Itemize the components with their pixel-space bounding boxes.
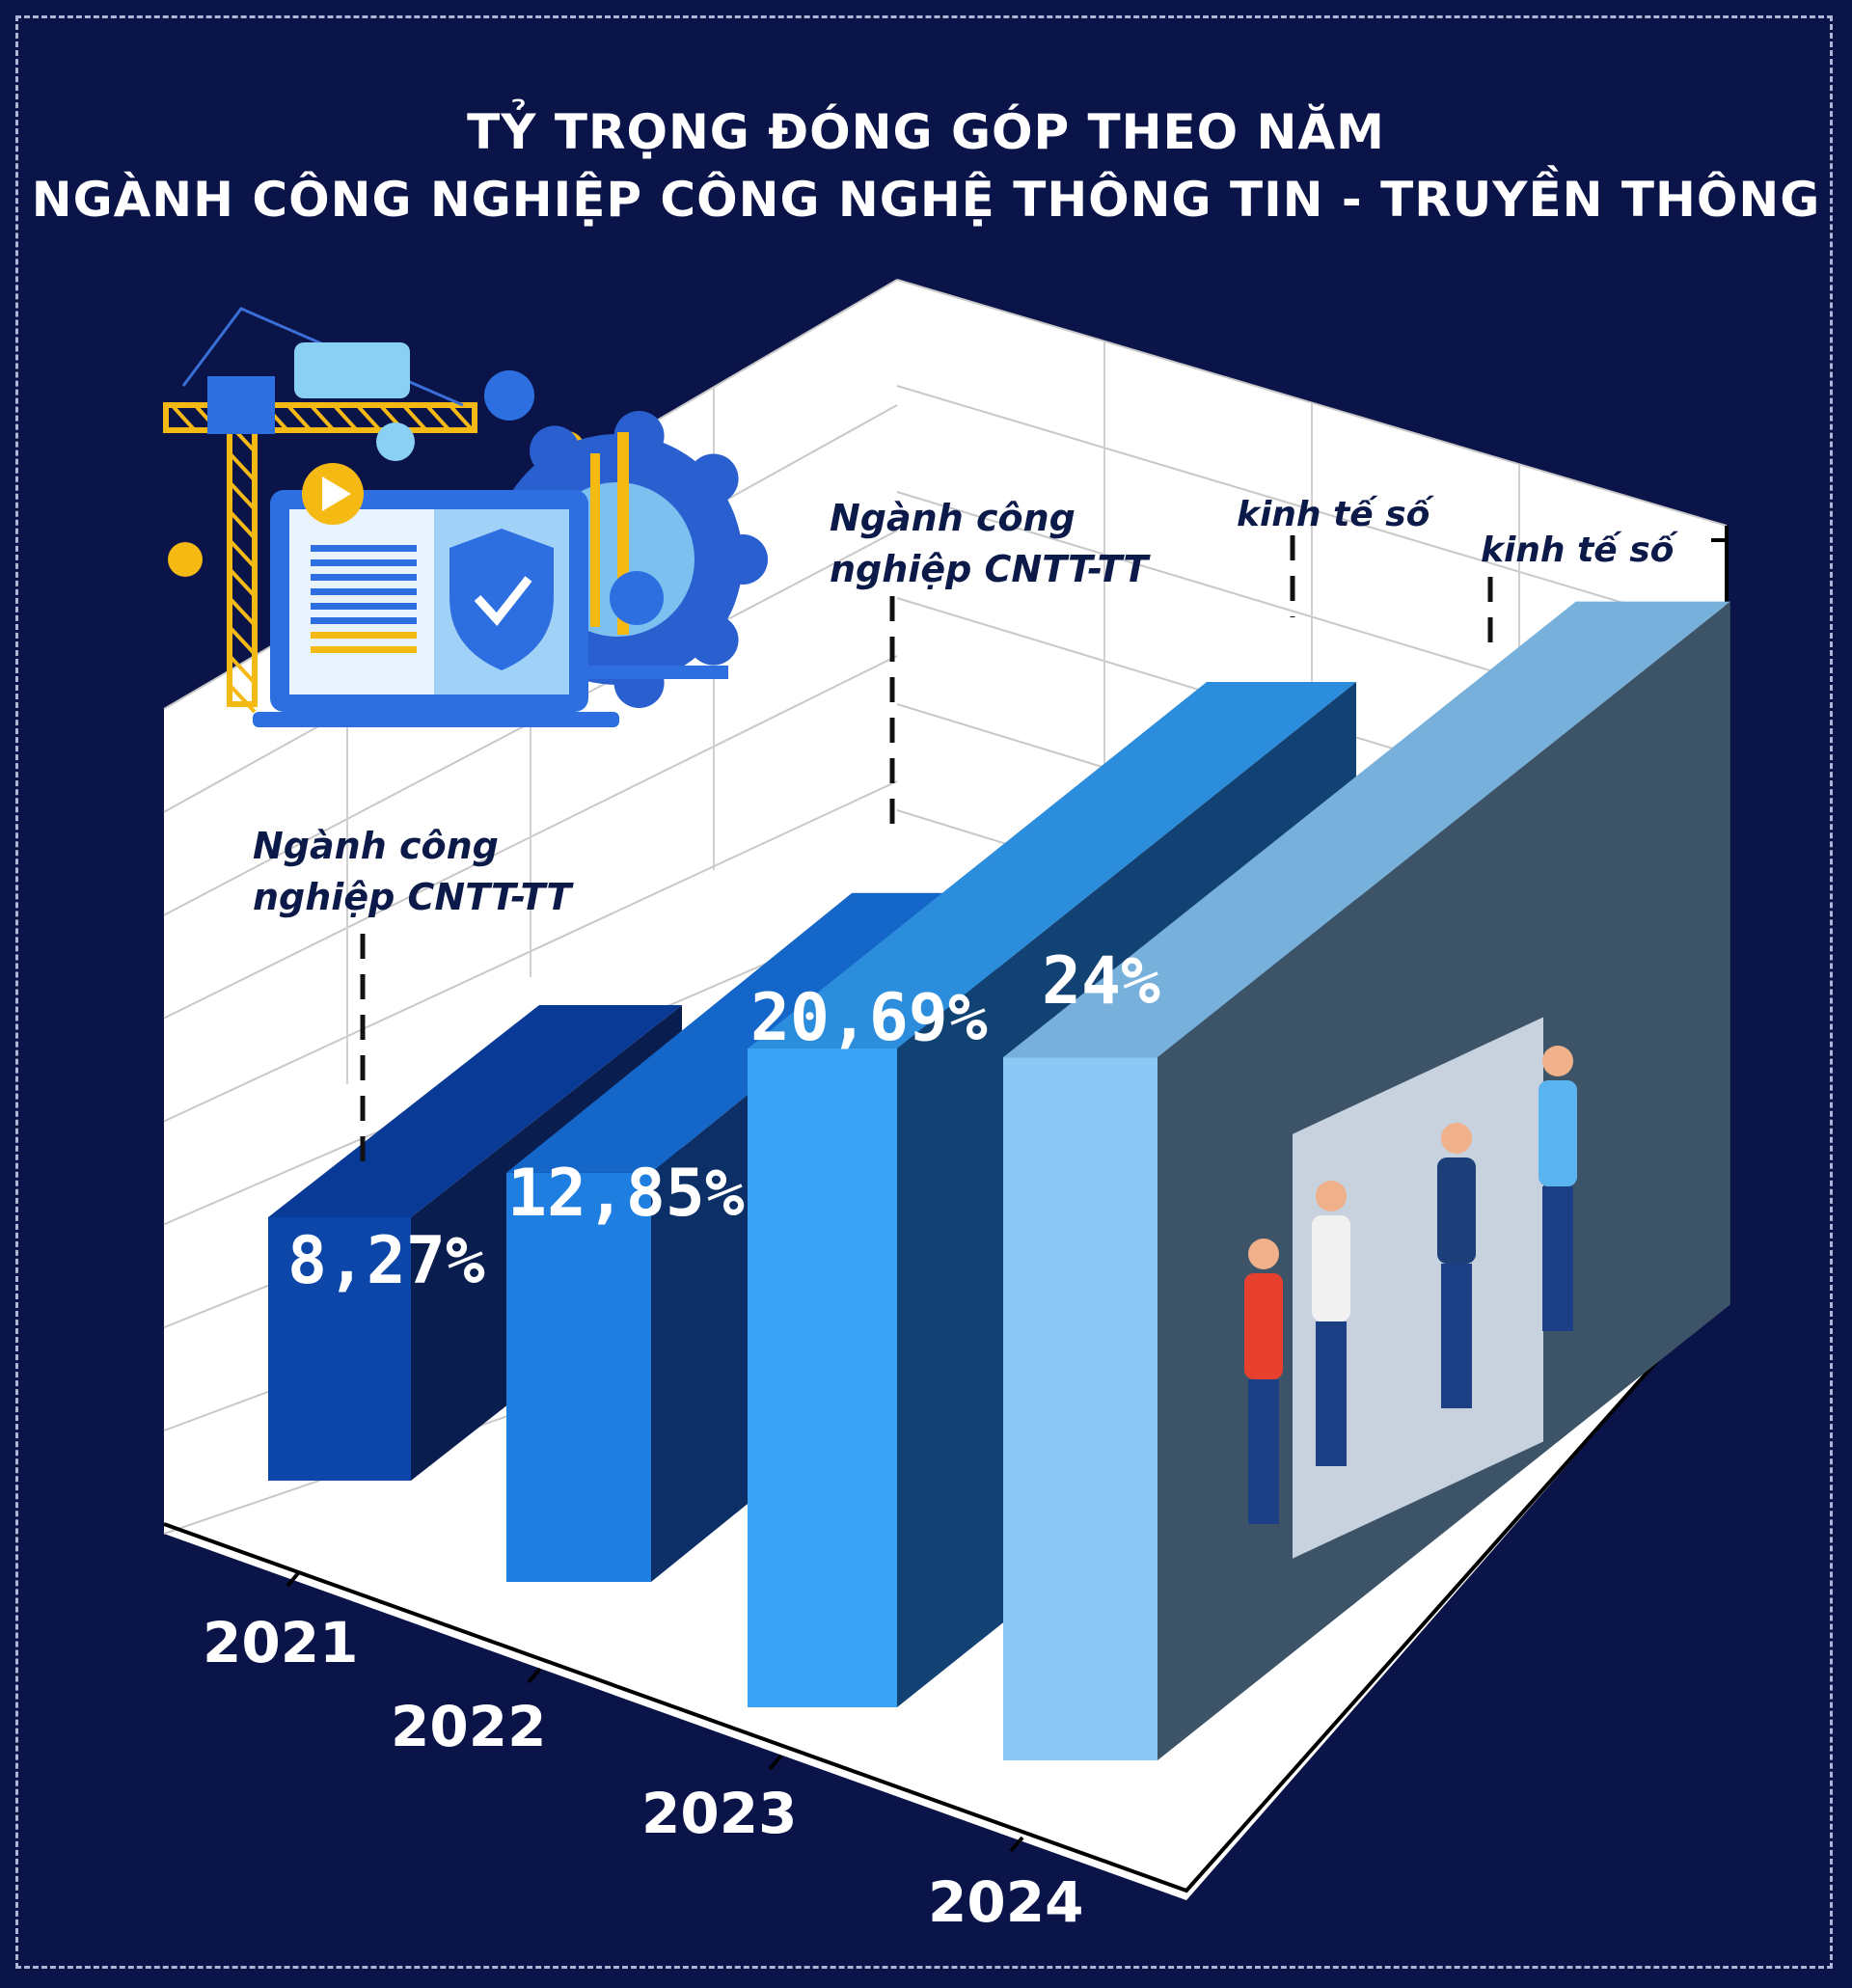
bar-top-2024 (1003, 601, 1730, 1058)
person-head (1316, 1181, 1347, 1212)
bars-group (268, 601, 1730, 1761)
chart-title-line-1: TỶ TRỌNG ĐÓNG GÓP THEO NĂM (467, 104, 1385, 160)
bar-top-2023 (748, 682, 1356, 1049)
screwdriver-icon (590, 453, 600, 627)
data-label-2021: 8,27% (287, 1223, 485, 1299)
annotation-line: nghiệp CNTT-TT (830, 548, 1151, 590)
crane-jib (163, 402, 477, 433)
laptop-text-line (311, 646, 417, 653)
crane-brace (334, 405, 357, 430)
sync-badge-icon (376, 422, 415, 461)
crane-brace (311, 405, 334, 430)
annotation-line: Ngành công (253, 825, 499, 867)
person-body (1312, 1215, 1350, 1321)
presentation-board (1293, 1017, 1543, 1559)
person-legs (1542, 1186, 1573, 1331)
x-tick-label-2023: 2023 (641, 1781, 797, 1846)
annotation-line: nghiệp CNTT-TT (253, 876, 574, 918)
wrench-badge-icon (484, 370, 534, 421)
annotation-line: Ngành công (830, 497, 1076, 539)
data-label-2022: 12,85% (507, 1156, 745, 1232)
bar-top-2021 (268, 1005, 682, 1217)
laptop-text-line (311, 603, 417, 610)
crane-brace (357, 405, 380, 430)
gear-tooth (718, 534, 768, 585)
x-tick (527, 1667, 542, 1684)
person-legs (1316, 1321, 1347, 1466)
gear-tooth (688, 453, 739, 504)
x-tick (286, 1570, 301, 1588)
wifi-badge-icon (168, 542, 203, 577)
crane-brace (228, 625, 257, 656)
annotation-2023: kinh tế số (1237, 495, 1435, 534)
bar-front-2023 (748, 1048, 897, 1707)
crane-brace (228, 683, 257, 714)
annotation-2022: Ngành công nghiệp CNTT-TT (830, 497, 1151, 590)
x-tick-label-2024: 2024 (928, 1869, 1083, 1935)
laptop-base (253, 712, 619, 727)
laptop-text-line (311, 545, 417, 552)
x-axis (163, 1281, 1729, 1893)
data-label-2023: 20,69% (750, 980, 988, 1056)
gear-tooth (530, 425, 580, 477)
gear-tooth (688, 614, 739, 666)
person-head (1248, 1239, 1279, 1269)
x-tick (768, 1754, 783, 1771)
hanging-panel (294, 342, 410, 398)
crane-brace (228, 451, 257, 482)
tech-illustration (163, 307, 768, 727)
crane-brace (403, 405, 426, 430)
x-tick (1009, 1836, 1024, 1853)
bar-front-2024 (1003, 1057, 1158, 1760)
bar-front-2022 (506, 1172, 651, 1582)
crane-brace (228, 596, 257, 627)
shield-icon (449, 529, 554, 670)
gear-tooth (613, 658, 665, 709)
person-head (1441, 1123, 1472, 1154)
tool-tray (579, 666, 728, 679)
small-gear-icon (610, 571, 664, 625)
crane-brace (228, 538, 257, 569)
data-label-2024: 24% (1042, 943, 1160, 1020)
bar-front-2021 (268, 1217, 411, 1481)
laptop-text-line (311, 574, 417, 581)
crane-cab (207, 376, 275, 434)
grid-line (896, 279, 1728, 527)
play-triangle (322, 477, 351, 511)
annotation-line: kinh tế số (1237, 495, 1435, 534)
crane-brace (228, 509, 257, 540)
person-legs (1248, 1379, 1279, 1524)
laptop-text-line (311, 632, 417, 639)
person-body (1244, 1273, 1283, 1379)
crane-brace (228, 567, 257, 598)
laptop-text-line (311, 588, 417, 595)
crane-brace (287, 405, 311, 430)
laptop-text-line (311, 559, 417, 566)
x-tick-label-2021: 2021 (203, 1610, 358, 1675)
crane-brace (426, 405, 449, 430)
check-icon (474, 576, 532, 626)
person-body (1539, 1080, 1577, 1186)
crane-brace (172, 405, 195, 430)
crane-brace (228, 654, 257, 685)
annotation-2024: kinh tế số (1481, 531, 1679, 570)
person-legs (1441, 1264, 1472, 1408)
crane-brace (449, 405, 473, 430)
person-body (1437, 1157, 1476, 1264)
x-tick-label-2022: 2022 (391, 1694, 546, 1759)
labels-group: 8,27% 12,85% 20,69% 24% 2021 2022 2023 2024 Ngàn… (203, 495, 1679, 1935)
laptop-text-line (311, 617, 417, 624)
annotation-2021: Ngành công nghiệp CNTT-TT (253, 825, 574, 918)
person-head (1542, 1046, 1573, 1076)
crane-brace (228, 480, 257, 511)
annotation-line: kinh tế số (1481, 531, 1679, 570)
chart-title-line-2: NGÀNH CÔNG NGHIỆP CÔNG NGHỆ THÔNG TIN - … (31, 172, 1821, 228)
